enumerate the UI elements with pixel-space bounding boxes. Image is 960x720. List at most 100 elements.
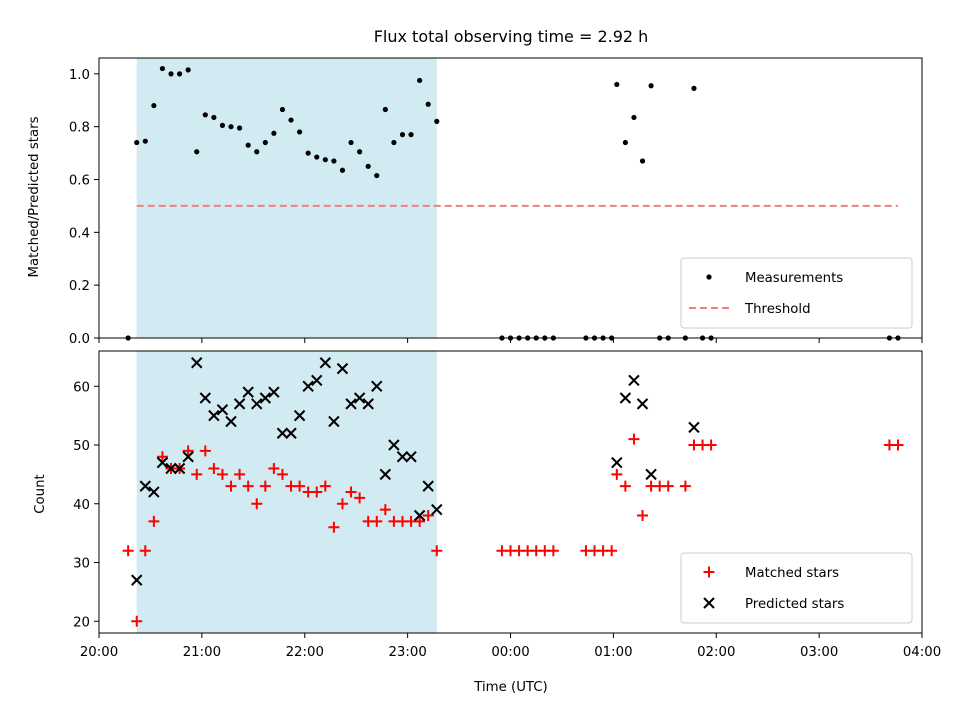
matched-star-marker	[251, 498, 263, 510]
measurement-point	[691, 85, 697, 91]
y-tick-label: 0.2	[69, 279, 90, 294]
measurement-point	[219, 122, 226, 128]
predicted-star-marker	[345, 398, 357, 410]
matched-star-marker	[234, 468, 246, 480]
predicted-star-marker-b	[422, 480, 434, 492]
matched-star-marker	[379, 504, 391, 516]
matched-star-marker	[336, 498, 348, 510]
bottom-panel: 20:00 21:00 22:00 23:00 00:00 01:00 02:00 03:00…	[73, 350, 941, 660]
measurement-point	[348, 139, 354, 146]
measurement-point	[408, 132, 414, 138]
measurement-point	[614, 81, 620, 88]
legend-box	[680, 552, 913, 624]
matched-star-marker	[619, 480, 631, 492]
matched-star-marker	[611, 468, 623, 480]
y-tick-label: 0.6	[69, 174, 90, 189]
predicted-star-marker-b	[268, 386, 280, 398]
measurement-point	[425, 101, 431, 107]
matched-star-marker	[242, 480, 254, 492]
y-tick-label: 0.8	[69, 121, 90, 136]
predicted-star-marker-b	[311, 374, 323, 387]
measurement-point	[176, 71, 183, 77]
observing-interval-shade	[136, 351, 437, 633]
predicted-star-marker-b	[302, 380, 314, 392]
matched-star-marker	[276, 468, 288, 480]
matched-star-marker	[354, 492, 366, 504]
predicted-star-marker-b	[216, 404, 229, 416]
predicted-star-marker-b	[379, 468, 392, 481]
predicted-star-marker-b	[319, 357, 332, 369]
measurement-point	[151, 102, 157, 109]
predicted-star-marker	[413, 509, 426, 522]
measurement-point	[314, 154, 320, 160]
measurement-point	[365, 163, 371, 169]
matched-star-marker	[268, 463, 280, 474]
predicted-star-marker	[405, 451, 417, 463]
predicted-star-marker	[139, 480, 152, 492]
predicted-star-marker-b	[208, 409, 220, 422]
matched-star-marker	[431, 545, 443, 557]
predicted-star-marker-b	[628, 374, 640, 387]
measurement-point	[185, 67, 191, 73]
predicted-star-marker-b	[353, 392, 366, 404]
predicted-star-marker	[156, 456, 169, 469]
measurement-point	[254, 149, 260, 155]
measurement-point	[434, 118, 440, 124]
predicted-star-marker	[422, 480, 434, 492]
legend-x-marker-b	[703, 597, 715, 609]
y-tick-label: 1.0	[69, 68, 90, 83]
matched-star-marker	[414, 515, 426, 527]
measurement-point	[322, 157, 328, 163]
matched-star-marker	[259, 480, 271, 492]
measurement-point	[631, 114, 637, 121]
measurement-point	[228, 124, 234, 130]
predicted-star-marker-b	[191, 357, 203, 369]
predicted-star-marker-b	[345, 398, 357, 410]
measurement-point	[142, 138, 148, 144]
predicted-star-marker-b	[165, 462, 177, 475]
predicted-star-marker	[336, 362, 349, 375]
predicted-star-marker	[311, 374, 323, 387]
y-tick-label: 60	[73, 380, 90, 395]
legend-label: Matched stars	[745, 566, 839, 581]
observing-interval-shade	[136, 58, 437, 338]
predicted-star-marker-b	[388, 439, 400, 451]
x-tick-label: 22:00	[286, 645, 324, 660]
measurement-point	[236, 125, 243, 131]
matched-star-marker	[371, 515, 383, 527]
predicted-star-marker	[242, 386, 254, 398]
predicted-star-marker-b	[225, 415, 237, 428]
predicted-star-marker-b	[199, 392, 212, 404]
predicted-star-marker	[353, 392, 366, 404]
predicted-star-marker-b	[636, 398, 649, 410]
predicted-star-marker	[611, 456, 623, 469]
measurement-point	[622, 139, 628, 146]
predicted-star-marker	[251, 398, 263, 410]
predicted-star-marker-b	[371, 380, 383, 392]
predicted-star-marker-b	[405, 451, 417, 463]
x-tick-label: 03:00	[800, 645, 838, 660]
x-tick-label: 20:00	[80, 645, 118, 660]
y-tick-label: 50	[73, 439, 90, 454]
y-tick-label: 20	[73, 615, 90, 630]
predicted-star-marker	[208, 409, 220, 422]
predicted-star-marker-b	[413, 509, 426, 522]
measurement-point	[305, 150, 311, 156]
x-tick-label: 01:00	[594, 645, 632, 660]
predicted-star-marker	[191, 357, 203, 369]
measurement-point	[374, 172, 380, 179]
predicted-star-marker-b	[276, 427, 289, 439]
y-tick-label: 0.4	[69, 226, 90, 241]
predicted-star-marker-b	[139, 480, 152, 492]
matched-star-marker	[208, 463, 220, 474]
y-tick-label: 0.0	[69, 332, 90, 347]
measurement-point	[202, 112, 208, 118]
matched-star-marker	[628, 433, 640, 445]
matched-star-marker	[328, 521, 340, 533]
top-y-axis-label: Matched/Predicted stars	[27, 116, 42, 277]
measurement-point	[331, 158, 337, 164]
predicted-star-marker-b	[173, 462, 186, 475]
predicted-star-marker	[148, 486, 160, 498]
predicted-star-marker	[225, 415, 237, 428]
matched-star-marker	[148, 515, 160, 527]
